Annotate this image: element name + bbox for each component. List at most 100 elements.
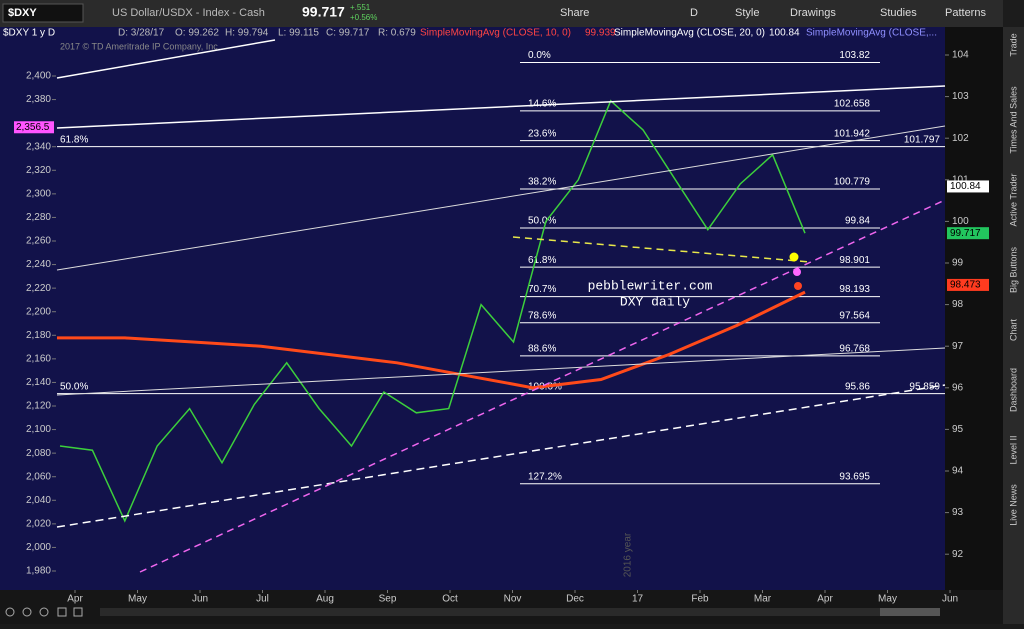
month-label: Apr	[67, 594, 83, 605]
toolbar-button[interactable]: Drawings	[790, 7, 836, 19]
toolbar-button[interactable]: Patterns	[945, 7, 986, 19]
fib-pct: 38.2%	[528, 177, 556, 188]
tool-icon[interactable]	[22, 607, 32, 617]
fib-value: 101.942	[834, 128, 871, 139]
bottom-tools	[5, 607, 940, 617]
fib-value: 98.193	[839, 284, 870, 295]
price-line	[59, 99, 806, 523]
fib-pct: 78.6%	[528, 310, 556, 321]
legend-item: O: 99.262	[175, 28, 219, 39]
legend-item: 99.939	[585, 28, 616, 39]
last-price: 99.717	[302, 4, 345, 20]
legend-item: $DXY 1 y D	[3, 28, 55, 39]
legend-item: R: 0.679	[378, 28, 416, 39]
fib-value: 96.768	[839, 343, 870, 354]
month-label: Jun	[942, 594, 958, 605]
left-tick-label: 2,060	[26, 471, 51, 482]
right-tick-label: 93	[952, 507, 964, 518]
legend-item: SimpleMovingAvg (CLOSE,...	[806, 28, 937, 39]
price-label: 100.84	[950, 181, 981, 192]
sidebar-tab[interactable]: Chart	[1008, 319, 1018, 342]
trend-line	[56, 125, 946, 271]
symbol-box[interactable]	[2, 3, 84, 23]
fib-value: 93.695	[839, 471, 870, 482]
price-label-box	[947, 227, 989, 240]
sidebar-tab[interactable]: Big Buttons	[1008, 246, 1018, 293]
left-tick-label: 2,180	[26, 330, 51, 341]
month-label: May	[128, 594, 147, 605]
fib-long-value: 95.859	[909, 381, 940, 392]
legend-item: SimpleMovingAvg (CLOSE, 10, 0)	[420, 28, 571, 39]
month-label: Sep	[379, 594, 397, 605]
month-label: Apr	[817, 594, 833, 605]
sidebar-tab[interactable]: Level II	[1008, 435, 1018, 464]
sidebar-tab[interactable]: Times And Sales	[1008, 86, 1018, 154]
sidebar-tab[interactable]: Trade	[1008, 33, 1018, 56]
left-marker-label: 2,356.5	[16, 122, 50, 133]
tool-icon[interactable]	[73, 607, 83, 617]
tool-icon[interactable]	[5, 607, 15, 617]
annotation: pebblewriter.com	[588, 278, 713, 293]
sidebar-tab[interactable]: Active Trader	[1008, 173, 1018, 226]
left-tick-label: 2,340	[26, 141, 51, 152]
copyright: 2017 © TD Ameritrade IP Company, Inc.	[60, 41, 220, 51]
trend-line	[56, 384, 946, 528]
left-tick-label: 2,260	[26, 236, 51, 247]
toolbar-button[interactable]: Studies	[880, 7, 917, 19]
toolbar-button[interactable]: Share	[560, 7, 589, 19]
left-tick-label: 2,280	[26, 212, 51, 223]
toolbar-button[interactable]: D	[690, 7, 698, 19]
left-tick-label: 2,200	[26, 306, 51, 317]
sidebar	[1003, 27, 1024, 624]
sidebar-tab[interactable]: Live News	[1008, 484, 1018, 526]
fib-pct: 0.0%	[528, 50, 551, 61]
fib-pct: 88.6%	[528, 343, 556, 354]
fib-long-pct: 50.0%	[60, 381, 88, 392]
fib-pct: 70.7%	[528, 284, 556, 295]
fib-pct: 14.6%	[528, 98, 556, 109]
sidebar-tab[interactable]: Dashboard	[1008, 368, 1018, 412]
fib-pct: 23.6%	[528, 128, 556, 139]
marker-dot	[794, 282, 802, 290]
symbol: $DXY	[8, 7, 37, 19]
month-label: Dec	[566, 594, 584, 605]
left-tick-label: 2,080	[26, 448, 51, 459]
left-tick-label: 2,160	[26, 353, 51, 364]
change-pct: +0.56%	[350, 13, 377, 22]
month-label: 17	[632, 594, 644, 605]
legend-item: L: 99.115	[278, 28, 319, 39]
change: +.551	[350, 3, 371, 12]
fib-value: 100.779	[834, 177, 871, 188]
toolbar-button[interactable]: Style	[735, 7, 759, 19]
year-label: 2016 year	[623, 532, 634, 577]
price-label-box	[947, 278, 989, 291]
annotation: DXY daily	[620, 294, 690, 309]
left-tick-label: 2,400	[26, 71, 51, 82]
price-label: 99.717	[950, 228, 981, 239]
tool-icon[interactable]	[57, 607, 67, 617]
left-tick-label: 2,040	[26, 495, 51, 506]
legend-item: SimpleMovingAvg (CLOSE, 20, 0)	[614, 28, 765, 39]
left-tick-label: 2,240	[26, 259, 51, 270]
right-axis	[945, 27, 1003, 590]
month-label: Jun	[192, 594, 208, 605]
scrollbar[interactable]	[100, 608, 940, 616]
month-label: Nov	[504, 594, 522, 605]
right-tick-label: 100	[952, 216, 969, 227]
fib-pct: 50.0%	[528, 216, 556, 227]
fib-value: 95.86	[845, 381, 870, 392]
tool-icon[interactable]	[39, 607, 49, 617]
left-tick-label: 2,000	[26, 542, 51, 553]
right-tick-label: 96	[952, 382, 964, 393]
trend-line	[512, 236, 811, 263]
legend-item: D: 3/28/17	[118, 28, 165, 39]
right-tick-label: 98	[952, 299, 964, 310]
fib-value: 99.84	[845, 216, 870, 227]
fib-pct: 127.2%	[528, 471, 562, 482]
right-tick-label: 95	[952, 424, 964, 435]
scroll-thumb[interactable]	[880, 608, 940, 616]
month-label: Feb	[691, 594, 709, 605]
legend-item: 100.84	[769, 28, 800, 39]
month-label: Oct	[442, 594, 458, 605]
